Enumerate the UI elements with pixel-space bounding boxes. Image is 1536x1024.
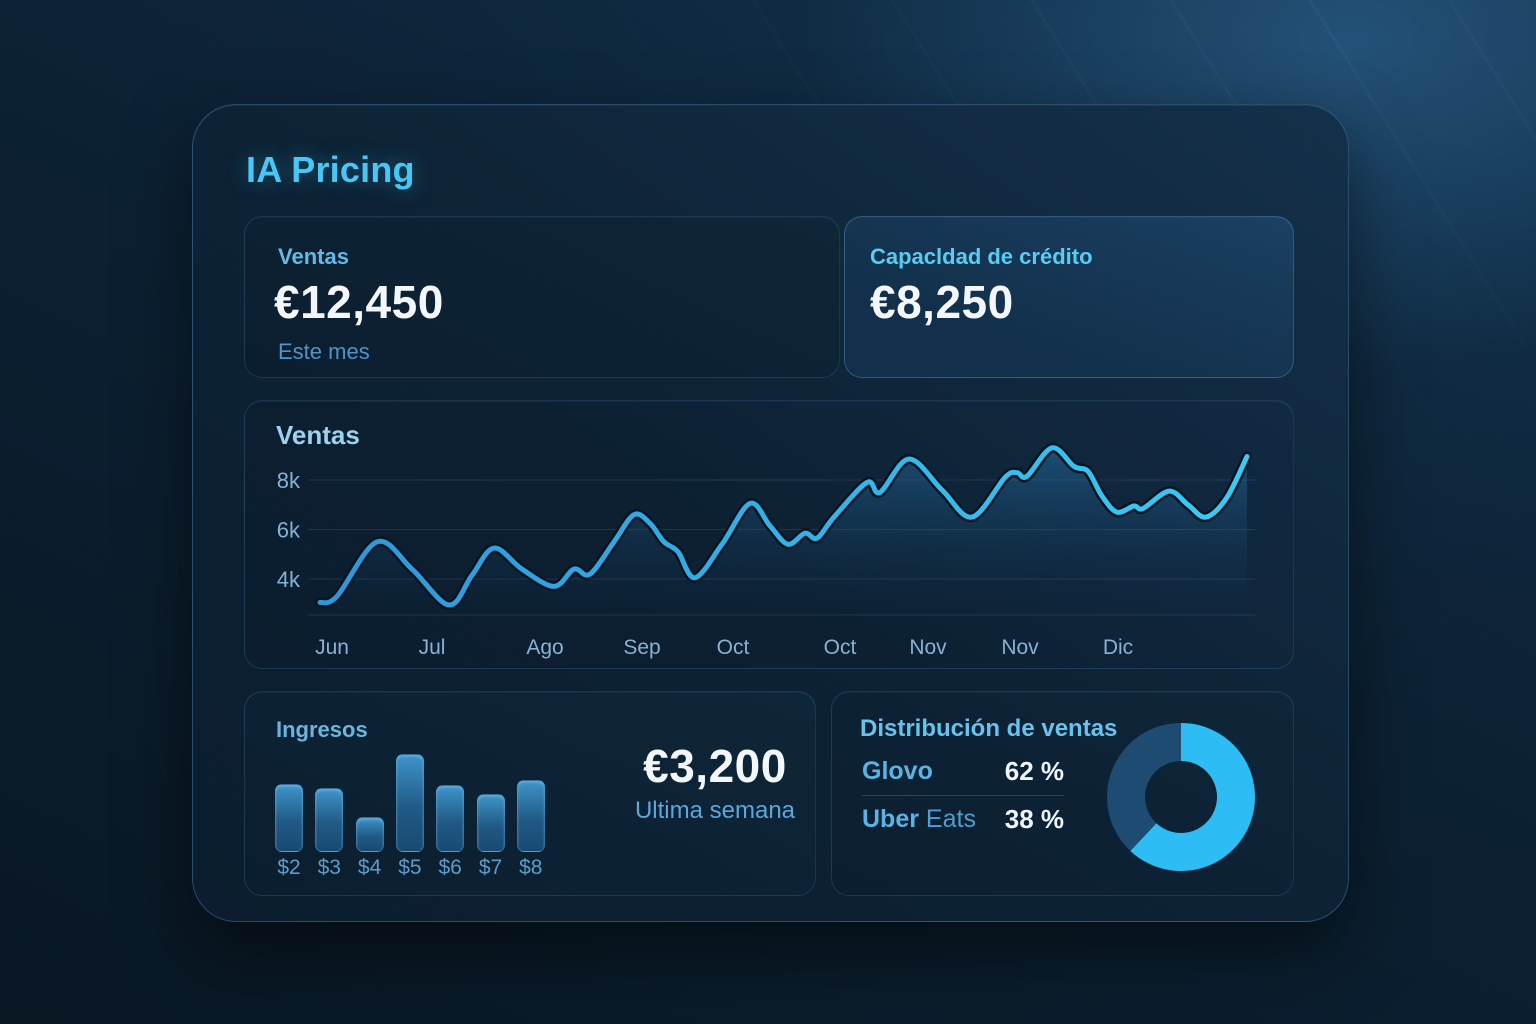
ingresos-caption: Ultima semana (634, 797, 796, 824)
legend-label: Glovo (862, 757, 933, 785)
credito-value: €8,250 (870, 276, 1014, 328)
y-axis-tick: 4k (277, 567, 301, 592)
credito-stat-card: Capacldad de crédito €8,250 (844, 216, 1294, 378)
bar-label: $8 (519, 856, 543, 879)
credito-label: Capacldad de crédito (870, 244, 1093, 269)
distribucion-title: Distribución de ventas (860, 715, 1118, 742)
bar-price-2 (275, 784, 303, 852)
sales-line-chart-card: Ventas 8k 6k 4k Jun Jul Ago Sep Oct Oct Nov Nov Dic (244, 400, 1294, 669)
x-axis-tick: Ago (526, 636, 563, 659)
sales-chart-title: Ventas (276, 420, 360, 450)
ingresos-bar-labels: $2 $3 $4 $5 $6 $7 $8 (275, 856, 575, 880)
x-axis-tick: Dic (1103, 636, 1133, 659)
bar-label: $2 (277, 856, 301, 879)
bar-label: $3 (317, 856, 341, 879)
ventas-stat-card: Ventas €12,450 Este mes (244, 216, 840, 378)
line-area-fill (320, 447, 1247, 615)
bar-price-4 (355, 817, 384, 852)
legend-percent: 38 % (1004, 804, 1064, 834)
x-axis-tick: Nov (909, 636, 947, 659)
bar-label: $6 (438, 856, 462, 879)
y-axis-tick: 6k (277, 518, 301, 543)
sales-line-series (317, 445, 1250, 608)
x-axis-tick: Oct (717, 636, 750, 659)
dashboard-panel: IA Pricing Ventas €12,450 Este mes Capac… (192, 104, 1349, 922)
distribucion-donut-chart (1107, 723, 1256, 871)
ventas-label: Ventas (278, 244, 349, 269)
bar-price-6 (436, 785, 465, 852)
bar-price-8 (516, 780, 545, 852)
distribucion-card: Distribución de ventas Glovo 62 % Uber Eat… (831, 691, 1294, 896)
legend-label: Uber Eats (862, 805, 976, 833)
donut-slice-uber-eats (1107, 723, 1181, 851)
bar-price-5 (395, 754, 424, 852)
x-axis-tick: Nov (1001, 636, 1039, 659)
ventas-value: €12,450 (274, 276, 444, 328)
legend-row: Glovo 62 % (862, 748, 1064, 795)
ingresos-card: Ingresos $2 $3 $4 $5 $6 $7 $8 €3,200 Ultima se… (244, 691, 816, 896)
bar-label: $5 (398, 856, 422, 879)
x-axis-tick: Oct (824, 636, 857, 659)
bar-label: $4 (357, 856, 382, 879)
ingresos-value: €3,200 (643, 740, 787, 792)
page-title: IA Pricing (246, 149, 415, 190)
ventas-caption: Este mes (278, 339, 370, 364)
sales-line-chart: 8k 6k 4k Jun Jul Ago Sep Oct Oct Nov Nov Dic (277, 442, 1255, 659)
legend-divider (862, 795, 1064, 796)
bar-price-3 (315, 788, 344, 852)
donut-slice-glovo (1130, 723, 1256, 871)
x-axis-tick: Jul (419, 636, 446, 659)
distribucion-legend: Glovo 62 % Uber Eats 38 % (862, 748, 1064, 843)
legend-row: Uber Eats 38 % (862, 796, 1064, 843)
ingresos-label: Ingresos (276, 717, 368, 742)
legend-percent: 62 % (1004, 756, 1064, 786)
ingresos-bar-chart (275, 744, 575, 852)
x-axis-tick: Sep (623, 636, 660, 659)
bar-price-7 (476, 794, 505, 852)
x-axis-tick: Jun (315, 636, 349, 659)
y-axis-tick: 8k (277, 468, 301, 493)
bar-label: $7 (478, 856, 503, 879)
